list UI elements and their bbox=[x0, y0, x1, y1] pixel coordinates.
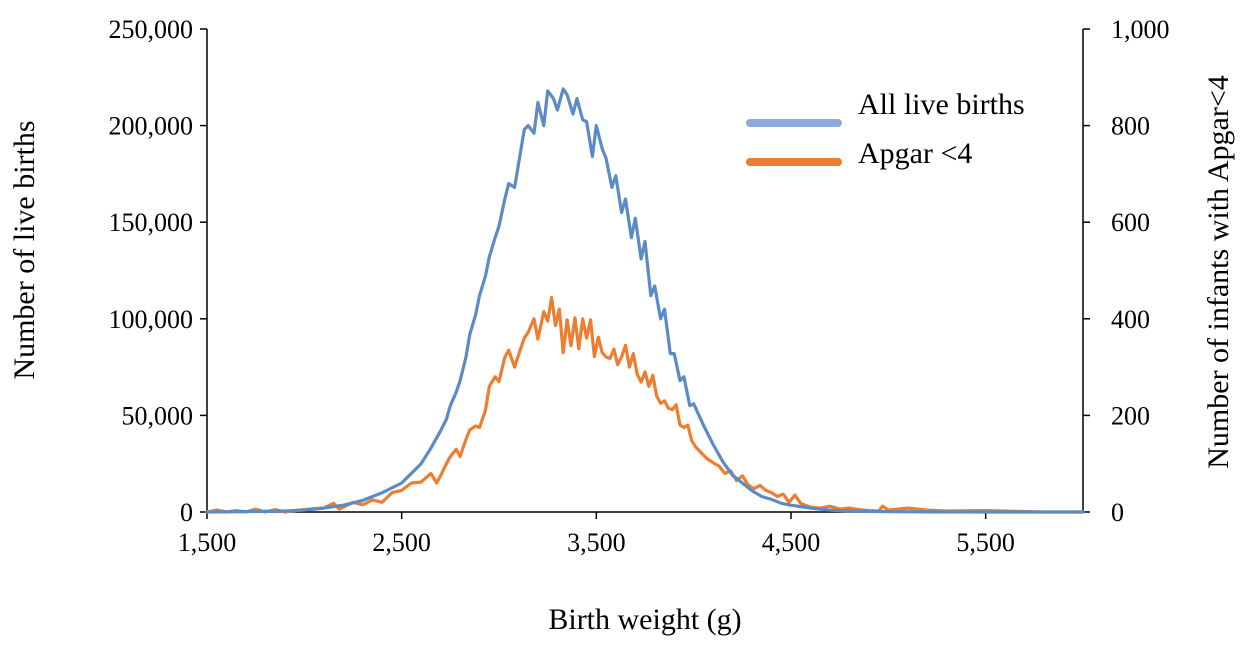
x-tick-label-4: 5,500 bbox=[956, 528, 1015, 557]
series-line-apgar bbox=[205, 295, 1085, 514]
axis-tick-labels: 1,500 2,500 3,500 4,500 5,500 0 50,000 100,000 1… bbox=[109, 15, 1170, 557]
x-axis-title: Birth weight (g) bbox=[548, 603, 741, 636]
y2-tick-label-3: 600 bbox=[1111, 208, 1150, 237]
y-tick-label-5: 250,000 bbox=[109, 15, 194, 44]
y2-tick-label-2: 400 bbox=[1111, 305, 1150, 334]
y2-tick-label-0: 0 bbox=[1111, 498, 1124, 527]
y2-tick-label-4: 800 bbox=[1111, 112, 1150, 141]
y2-tick-label-1: 200 bbox=[1111, 401, 1150, 430]
y2-tick-label-5: 1,000 bbox=[1111, 15, 1170, 44]
legend-label-all-live-births: All live births bbox=[858, 88, 1025, 121]
series-layer bbox=[205, 87, 1085, 514]
x-tick-label-3: 4,500 bbox=[762, 528, 821, 557]
legend-label-apgar: Apgar <4 bbox=[858, 137, 972, 170]
axis-ticks bbox=[200, 28, 1090, 519]
x-tick-label-0: 1,500 bbox=[178, 528, 237, 557]
y-tick-label-4: 200,000 bbox=[109, 112, 194, 141]
y-tick-label-2: 100,000 bbox=[109, 305, 194, 334]
x-tick-label-1: 2,500 bbox=[372, 528, 431, 557]
left-y-axis-title: Number of live births bbox=[8, 120, 41, 379]
y-tick-label-3: 150,000 bbox=[109, 208, 194, 237]
chart-legend: All live births Apgar <4 bbox=[746, 88, 1025, 170]
y-tick-label-0: 0 bbox=[180, 498, 193, 527]
y-tick-label-1: 50,000 bbox=[122, 401, 194, 430]
x-tick-label-2: 3,500 bbox=[567, 528, 626, 557]
right-y-axis-title: Number of infants with Apgar<4 bbox=[1202, 75, 1235, 469]
series-line-all-live-births bbox=[205, 87, 1085, 514]
